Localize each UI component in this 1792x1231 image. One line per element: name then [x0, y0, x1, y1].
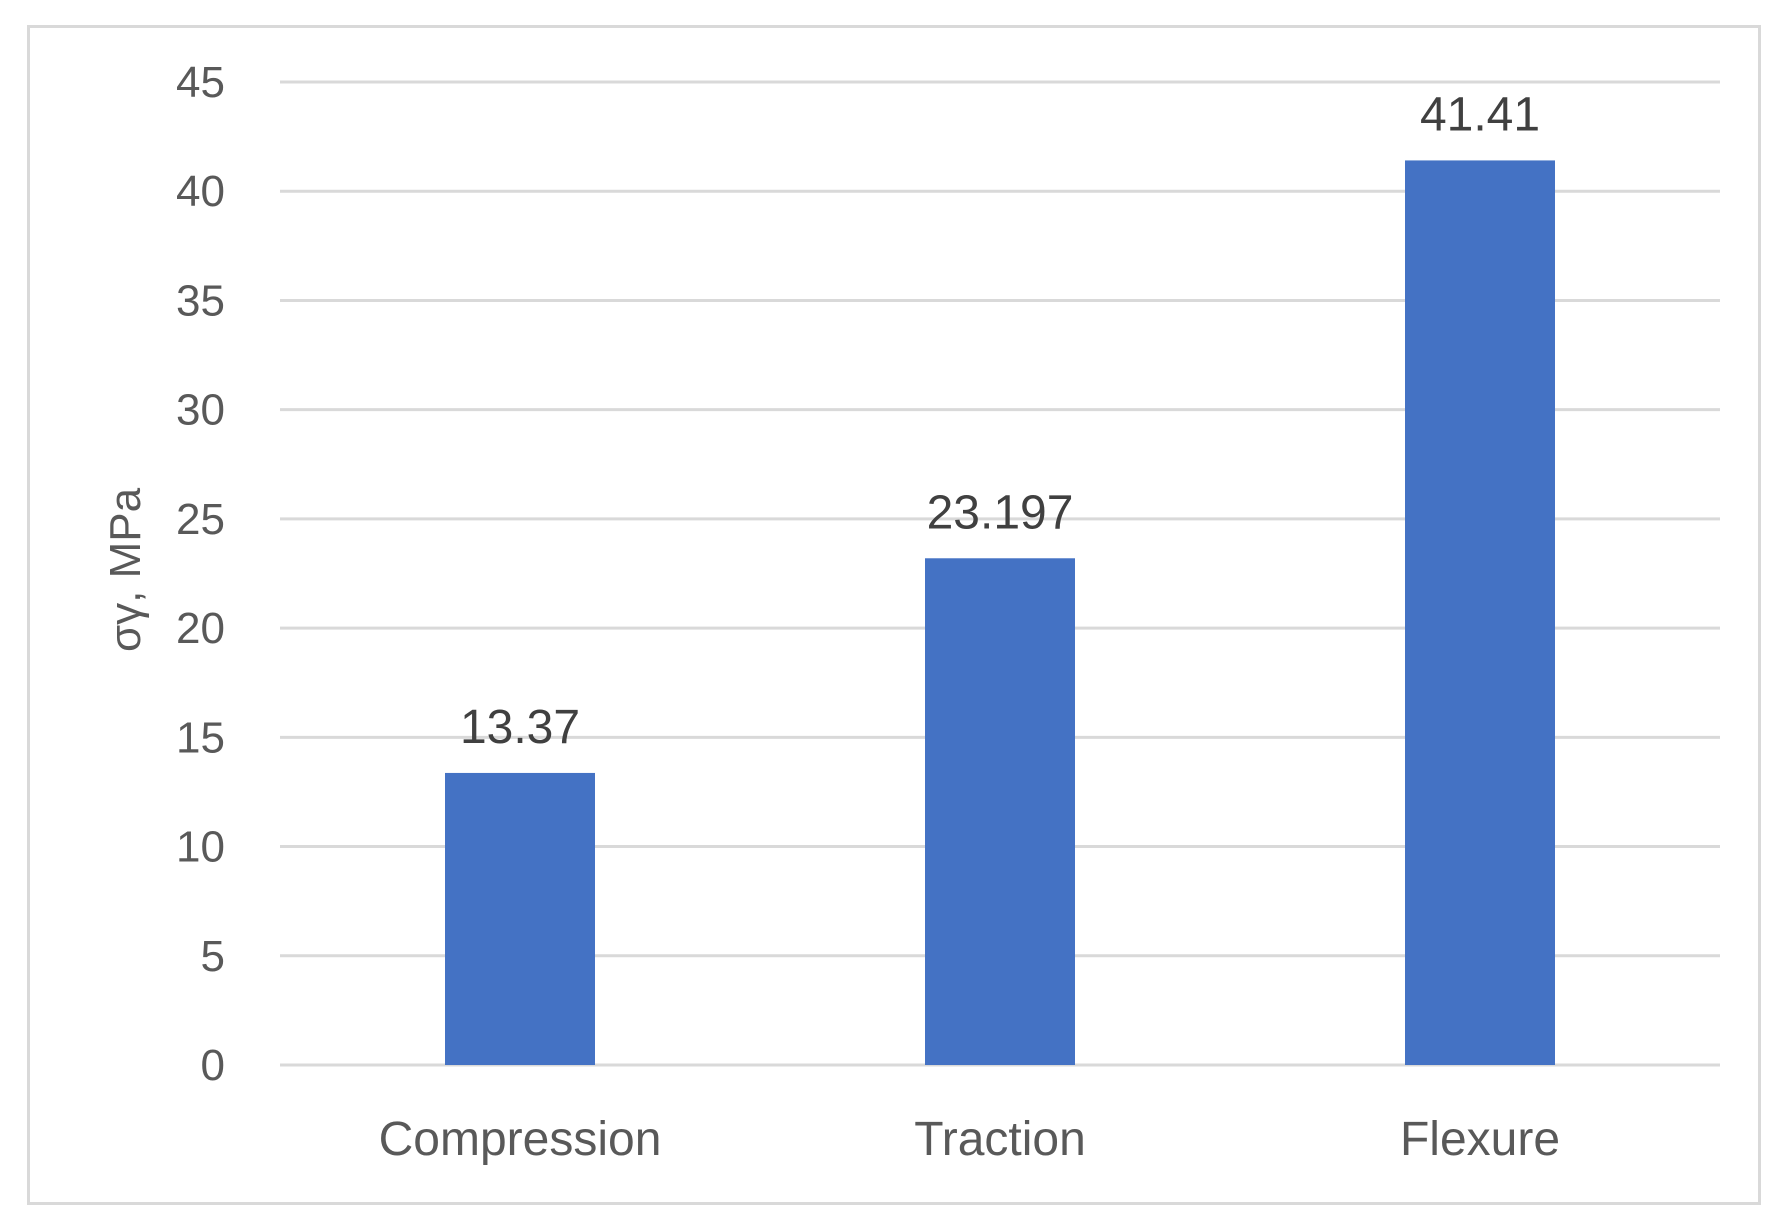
x-category-label: Compression	[379, 1113, 662, 1166]
x-category-labels: Compression Traction Flexure	[379, 1113, 1560, 1166]
data-label: 13.37	[460, 701, 580, 754]
data-labels: 13.37 23.197 41.41	[460, 88, 1540, 754]
bar-flexure	[1405, 160, 1555, 1065]
y-tick-label: 0	[201, 1041, 225, 1090]
y-tick-label: 10	[176, 823, 225, 872]
x-category-label: Flexure	[1400, 1113, 1560, 1166]
y-tick-label: 15	[176, 713, 225, 762]
y-tick-label: 35	[176, 276, 225, 325]
data-label: 23.197	[927, 486, 1074, 539]
bar-traction	[925, 558, 1075, 1065]
y-axis-title: σγ, MPa	[101, 487, 150, 652]
y-tick-label: 5	[201, 932, 225, 981]
bars	[445, 160, 1555, 1065]
y-tick-label: 25	[176, 495, 225, 544]
y-tick-label: 40	[176, 167, 225, 216]
bar-compression	[445, 772, 595, 1065]
y-tick-labels: 0 5 10 15 20 25 30 35 40 45	[176, 58, 225, 1090]
x-category-label: Traction	[914, 1113, 1086, 1166]
y-tick-label: 20	[176, 604, 225, 653]
y-tick-label: 45	[176, 58, 225, 107]
y-tick-label: 30	[176, 386, 225, 435]
data-label: 41.41	[1420, 88, 1540, 141]
